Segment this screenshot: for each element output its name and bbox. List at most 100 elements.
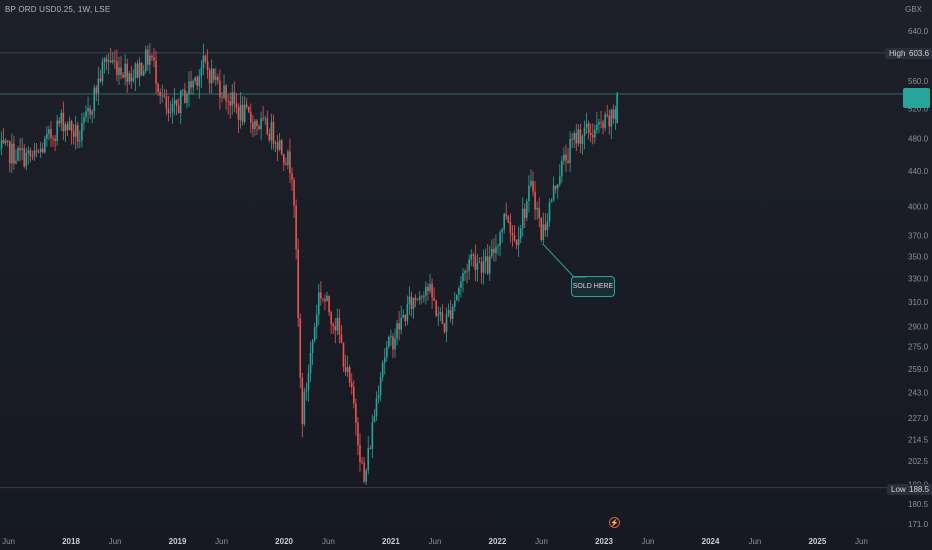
y-tick-label: 180.5 (908, 500, 929, 509)
candle-body (330, 312, 332, 325)
candle-body (616, 94, 618, 124)
y-tick-label: 243.0 (908, 389, 929, 398)
candle-body (513, 235, 516, 241)
candle-body (56, 120, 58, 141)
lightning-icon[interactable]: ⚡ (609, 517, 620, 528)
low-label: Low (887, 484, 910, 495)
x-tick-label: Jun (855, 537, 868, 546)
candle-body (35, 150, 38, 152)
annotation-pointer-line (542, 243, 586, 278)
candle-body (89, 108, 91, 115)
sold-here-annotation[interactable]: SOLD HERE (571, 276, 615, 297)
candle-body (493, 248, 495, 254)
candle-body (322, 298, 324, 300)
candle-body (575, 133, 578, 144)
candle-body (317, 292, 320, 315)
candle-body (15, 160, 17, 164)
x-tick-label: 2021 (382, 537, 400, 546)
candle-body (326, 295, 328, 302)
candle-body (476, 262, 479, 270)
candle-body (552, 185, 555, 201)
candle-body (416, 299, 419, 301)
candle-body (519, 228, 522, 239)
candle-body (134, 63, 137, 78)
y-tick-label: 400.0 (908, 203, 929, 212)
candle-body (200, 67, 203, 76)
candle-body (225, 85, 227, 101)
y-tick-label: 214.5 (908, 435, 929, 444)
time-axis[interactable]: Jun 2018 Jun 2019 Jun 2020 Jun 2021 Jun 2022 Jun 20… (2, 537, 868, 546)
candle-body (478, 262, 481, 264)
candle-body (190, 81, 192, 88)
candle-body (507, 216, 510, 223)
candle-body (412, 297, 415, 309)
candle-body (107, 60, 110, 62)
candle-body (219, 80, 221, 98)
candle-body (357, 422, 359, 446)
candle-body (297, 249, 299, 319)
candle-body (19, 147, 21, 151)
candle-body (227, 100, 229, 102)
candle-body (270, 122, 273, 141)
candle-body (585, 123, 588, 128)
candle-body (468, 259, 470, 272)
candle-body (482, 261, 485, 273)
candle-body (346, 367, 349, 373)
candle-body (567, 160, 569, 163)
candle-body (404, 314, 407, 322)
candle-body (206, 61, 209, 71)
candle-body (315, 314, 318, 328)
candle-body (456, 294, 458, 301)
candle-body (285, 163, 287, 166)
y-tick-label: 520.0 (908, 105, 929, 114)
candle-body (231, 92, 234, 106)
candle-body (338, 318, 341, 335)
candle-body (474, 255, 477, 270)
candle-body (153, 57, 155, 61)
candle-body (276, 142, 279, 150)
candle-body (554, 185, 557, 189)
candle-body (23, 148, 26, 167)
candle-body (612, 109, 615, 119)
candle-body (608, 115, 611, 127)
x-tick-label: Jun (535, 537, 548, 546)
candle-body (309, 353, 312, 374)
candle-body (414, 297, 417, 300)
candle-body (542, 224, 545, 240)
candle-body (274, 142, 277, 144)
candle-body (124, 63, 126, 78)
candle-body (305, 389, 308, 392)
candle-body (439, 312, 442, 315)
candle-body (540, 217, 543, 240)
candle-body (591, 135, 594, 138)
candle-body (299, 318, 302, 378)
candle-body (266, 118, 269, 135)
price-axis[interactable]: 640.0 560.0 520.0 480.0 440.0 400.0 370.0 350.0… (908, 27, 929, 529)
candle-body (600, 121, 602, 123)
x-tick-label: Jun (215, 537, 228, 546)
candle-body (484, 256, 487, 262)
candle-body (118, 67, 120, 75)
candle-body (390, 336, 392, 338)
y-tick-label: 640.0 (908, 27, 929, 36)
candle-body (565, 154, 567, 161)
candle-body (163, 95, 166, 97)
candle-body (52, 137, 54, 139)
candle-body (95, 87, 98, 94)
y-tick-label: 171.0 (908, 520, 929, 529)
candle-body (320, 292, 322, 299)
x-tick-label: 2025 (808, 537, 826, 546)
candle-body (262, 118, 264, 120)
x-tick-label: Jun (748, 537, 761, 546)
candle-body (46, 133, 48, 139)
candle-body (217, 76, 219, 81)
candle-body (486, 256, 489, 274)
candle-body (76, 125, 79, 142)
candle-body (144, 49, 147, 72)
candle-body (83, 117, 85, 123)
x-tick-label: Jun (429, 537, 442, 546)
candle-body (109, 60, 112, 63)
candle-body (182, 89, 184, 91)
candle-body (598, 121, 600, 125)
